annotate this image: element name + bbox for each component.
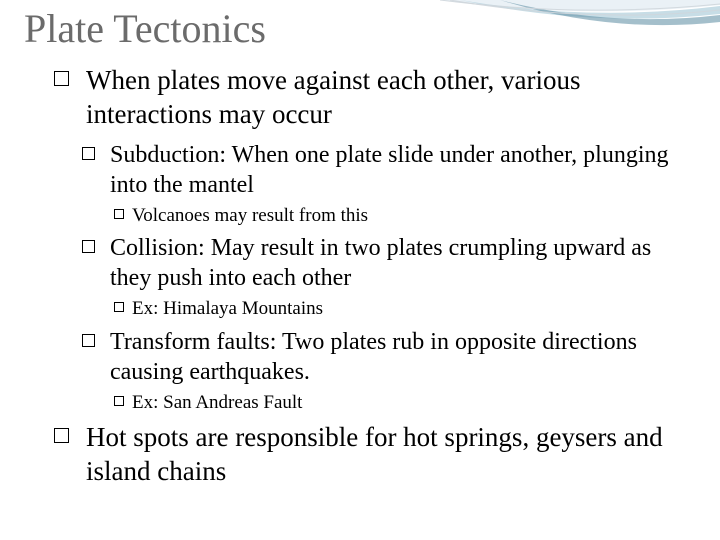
bullet-level1: When plates move against each other, var… bbox=[24, 64, 696, 132]
bullet-text: When plates move against each other, var… bbox=[86, 65, 581, 129]
bullet-level3: Ex: San Andreas Fault bbox=[24, 391, 696, 415]
bullet-text: Subduction: When one plate slide under a… bbox=[110, 142, 668, 198]
square-bullet-icon bbox=[82, 144, 95, 165]
bullet-text: Ex: Himalaya Mountains bbox=[132, 298, 323, 319]
slide-title: Plate Tectonics bbox=[24, 8, 696, 50]
square-bullet-icon bbox=[114, 300, 124, 316]
square-bullet-icon bbox=[114, 394, 124, 410]
bullet-level2: Transform faults: Two plates rub in oppo… bbox=[24, 327, 696, 387]
bullet-level1: Hot spots are responsible for hot spring… bbox=[24, 421, 696, 489]
slide-content: Plate Tectonics When plates move against… bbox=[0, 0, 720, 512]
bullet-text: Ex: San Andreas Fault bbox=[132, 392, 302, 413]
bullet-level3: Ex: Himalaya Mountains bbox=[24, 297, 696, 321]
bullet-text: Transform faults: Two plates rub in oppo… bbox=[110, 329, 637, 385]
square-bullet-icon bbox=[114, 207, 124, 223]
square-bullet-icon bbox=[82, 331, 95, 352]
square-bullet-icon bbox=[54, 68, 69, 93]
bullet-text: Hot spots are responsible for hot spring… bbox=[86, 422, 663, 486]
bullet-level2: Collision: May result in two plates crum… bbox=[24, 233, 696, 293]
bullet-level2: Subduction: When one plate slide under a… bbox=[24, 140, 696, 200]
bullet-text: Volcanoes may result from this bbox=[132, 205, 368, 226]
bullet-text: Collision: May result in two plates crum… bbox=[110, 235, 651, 291]
square-bullet-icon bbox=[82, 237, 95, 258]
bullet-level3: Volcanoes may result from this bbox=[24, 204, 696, 228]
square-bullet-icon bbox=[54, 425, 69, 450]
